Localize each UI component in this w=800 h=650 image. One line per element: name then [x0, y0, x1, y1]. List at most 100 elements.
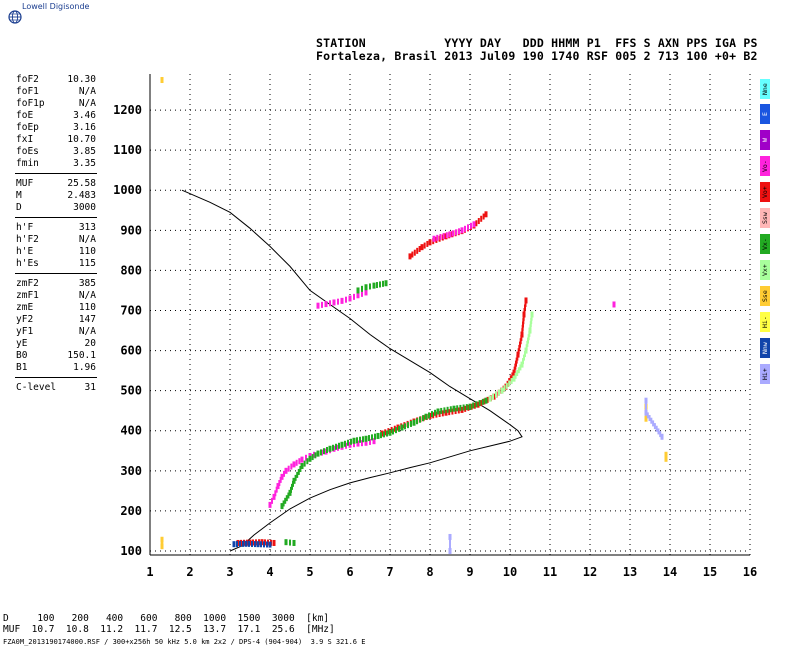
- trace-point: [514, 372, 517, 379]
- trace-point: [369, 283, 371, 290]
- trace-point: [492, 393, 494, 400]
- param-row: B0 150.1: [16, 350, 96, 361]
- trace-point: [272, 539, 276, 546]
- y-tick-label: 100: [120, 544, 142, 558]
- trace-point: [440, 407, 443, 414]
- trace-point: [446, 406, 449, 413]
- y-tick-label: 1200: [113, 103, 142, 117]
- legend-item: Nne: [760, 79, 770, 99]
- trace-point: [299, 465, 302, 472]
- param-row: B1 1.96: [16, 362, 96, 373]
- trace-point: [522, 311, 526, 318]
- trace-point: [520, 361, 524, 368]
- trace-point: [388, 429, 392, 436]
- trace-point: [356, 440, 360, 447]
- trace-point: [472, 402, 475, 409]
- x-tick-label: 1: [146, 565, 153, 579]
- trace-point: [290, 463, 293, 470]
- trace-point: [442, 233, 445, 240]
- trace-point: [276, 483, 280, 490]
- trace-point: [242, 540, 244, 547]
- trace-point: [521, 324, 524, 331]
- trace-point: [361, 440, 363, 447]
- trace-point: [350, 438, 352, 445]
- x-tick-label: 13: [623, 565, 637, 579]
- param-row: foE 3.46: [16, 110, 96, 121]
- trace-point: [292, 539, 296, 546]
- trace-point: [340, 441, 344, 448]
- x-tick-label: 4: [266, 565, 273, 579]
- trace-point: [380, 432, 382, 439]
- trace-point: [400, 424, 404, 431]
- trace-point: [460, 227, 464, 234]
- trace-point: [514, 363, 517, 370]
- trace-point: [448, 547, 452, 554]
- trace-point: [275, 486, 278, 493]
- legend-item: Vo+: [760, 182, 770, 202]
- trace-point: [361, 285, 363, 292]
- trace-point: [371, 434, 373, 441]
- trace-point: [236, 541, 238, 548]
- trace-point: [248, 540, 250, 547]
- param-row: yF1 N/A: [16, 326, 96, 337]
- trace-point: [364, 284, 368, 291]
- trace-Nnw: [232, 540, 272, 548]
- trace-point: [292, 480, 294, 487]
- trace-point: [530, 311, 534, 318]
- divider: [15, 173, 97, 174]
- trace-point: [522, 321, 524, 328]
- trace-point: [356, 292, 360, 299]
- trace-point: [520, 334, 523, 341]
- trace-point: [648, 415, 651, 422]
- trace-point: [272, 493, 276, 500]
- trace-point: [511, 372, 514, 379]
- trace-point: [244, 540, 248, 547]
- y-tick-label: 600: [120, 344, 142, 358]
- trace-point: [655, 425, 658, 432]
- trace-point: [160, 536, 164, 543]
- legend-item: Vx+: [760, 260, 770, 280]
- param-row: h'F2 N/A: [16, 234, 96, 245]
- density-profile: [181, 189, 523, 552]
- trace-point: [305, 454, 307, 461]
- trace-point: [232, 541, 236, 548]
- trace-point: [254, 541, 256, 548]
- trace-point: [644, 397, 648, 404]
- trace-point: [419, 416, 421, 423]
- trace-point: [481, 398, 484, 405]
- trace-point: [292, 461, 296, 468]
- legend-item: Nnw: [760, 338, 770, 358]
- trace-point: [518, 344, 521, 351]
- legend-item: W: [760, 130, 770, 150]
- trace-point: [449, 540, 451, 547]
- trace-point: [470, 403, 473, 410]
- trace-point: [280, 503, 284, 510]
- trace-point: [484, 397, 488, 404]
- trace-point: [513, 366, 516, 373]
- y-tick-label: 1100: [113, 143, 142, 157]
- trace-point: [660, 433, 664, 440]
- trace-point: [459, 404, 462, 411]
- trace-point: [528, 330, 531, 337]
- param-row: fxI 10.70: [16, 134, 96, 145]
- trace-point: [311, 454, 314, 461]
- trace-point: [356, 437, 358, 444]
- header-labels: STATION YYYY DAY DDD HHMM P1 FFS S AXN P…: [316, 36, 758, 50]
- trace-point: [524, 347, 528, 354]
- trace-point: [340, 297, 344, 304]
- trace-point: [287, 465, 290, 472]
- trace-point: [266, 541, 268, 548]
- trace-point: [524, 304, 526, 311]
- trace-point: [289, 539, 291, 546]
- trace-point: [352, 437, 356, 444]
- trace-point: [413, 249, 416, 256]
- trace-point: [291, 483, 293, 490]
- trace-point: [449, 544, 451, 551]
- trace-point: [525, 344, 528, 351]
- trace-point: [376, 432, 380, 439]
- trace-point: [462, 404, 465, 411]
- trace-point: [280, 473, 284, 480]
- trace-point: [432, 235, 436, 242]
- trace-point: [296, 471, 299, 478]
